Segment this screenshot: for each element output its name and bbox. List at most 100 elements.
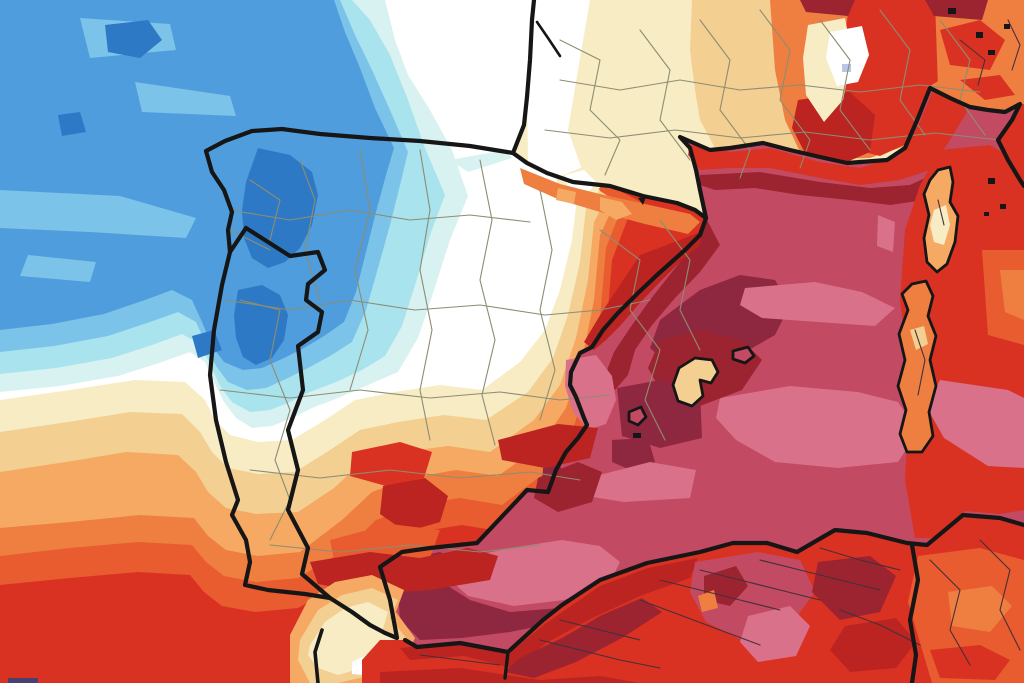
- province-line: [349, 149, 371, 391]
- africa-orange-dot: [698, 590, 718, 612]
- africa-maroon-blob-mid: [812, 556, 896, 620]
- province-line: [249, 179, 281, 241]
- morocco-algeria-border: [907, 542, 921, 683]
- liguria-red-blob-1: [940, 20, 1005, 70]
- islet-mark: [984, 212, 989, 216]
- province-line: [819, 19, 871, 151]
- iberia-coastline: [203, 126, 709, 641]
- corsica-cream-core: [930, 205, 950, 245]
- alps-mark-3: [988, 50, 995, 55]
- gironde-estuary: [535, 20, 562, 58]
- italy-thin-line: [1007, 19, 1021, 71]
- north-portugal-cold-core: [234, 285, 288, 365]
- sardinia-thin-line: [914, 329, 926, 396]
- france-northwest-white-spill: [527, 0, 590, 200]
- mediterranean-france-italy-coast: [677, 85, 1024, 221]
- province-line: [479, 159, 496, 446]
- southeast-dark-red-band: [498, 424, 598, 468]
- balearic-pink-patch-north: [740, 282, 895, 326]
- biscay-coastal-pale-strip: [450, 150, 512, 172]
- formentera-island-mark: [633, 433, 641, 438]
- massif-dark-red-blob: [792, 92, 875, 165]
- africa-border-line: [929, 559, 971, 666]
- alps-mark-1: [948, 8, 956, 14]
- field-band-mid-blue: [0, 0, 394, 370]
- moulouya-inlet: [503, 650, 510, 680]
- alps-mark-4: [1004, 24, 1010, 29]
- morocco-atlantic-coast: [313, 628, 324, 683]
- province-line: [539, 189, 556, 421]
- province-line: [659, 219, 701, 351]
- africa-dark-red-blob-mid: [830, 618, 916, 672]
- africa-border-line: [979, 539, 1021, 651]
- seville-dark-red-blob: [380, 478, 448, 532]
- province-line: [224, 299, 651, 316]
- africa-maroon-band: [505, 598, 662, 678]
- africa-border-line: [559, 619, 641, 641]
- mallorca-island: [673, 358, 718, 406]
- mallorca-coastline: [671, 356, 720, 408]
- sardinia-island: [898, 281, 936, 452]
- province-line: [639, 29, 691, 161]
- province-line: [229, 209, 531, 223]
- province-line: [879, 9, 926, 136]
- province-line: [599, 229, 666, 441]
- province-line: [699, 19, 751, 179]
- province-line: [939, 19, 986, 136]
- ocean-light-blue-patch-3: [0, 190, 196, 238]
- africa-layer: [362, 515, 1024, 683]
- province-borders-layer: [219, 9, 1001, 553]
- elba-islet-mark: [988, 178, 995, 184]
- province-line: [544, 129, 1001, 141]
- ebro-light-orange-pocket-1: [600, 197, 632, 220]
- ibiza-coastline: [627, 405, 648, 427]
- andorra-mark: [638, 197, 646, 205]
- italy-thin-line: [959, 39, 986, 86]
- algeria-red-blob: [930, 645, 1010, 680]
- alps-cool-pixel: [842, 64, 851, 72]
- small-marks-layer: [8, 8, 1010, 683]
- islands-layer: [629, 167, 958, 452]
- balearic-pink-patch-east: [926, 380, 1024, 468]
- province-line: [269, 544, 541, 553]
- valencia-nearshore-pink: [565, 355, 616, 430]
- france-atlantic-coast: [510, 0, 537, 156]
- africa-border-line: [819, 547, 901, 571]
- alps-mark-2: [976, 32, 983, 38]
- ocean-dark-blue-blob-1: [105, 20, 162, 58]
- liguria-red-blob-2: [960, 75, 1015, 100]
- africa-border-line: [419, 654, 501, 666]
- province-line: [249, 469, 581, 481]
- province-line: [299, 159, 321, 301]
- africa-italy-thin-borders-layer: [419, 19, 1021, 669]
- extremadura-red-patch: [350, 442, 432, 486]
- africa-border-line: [759, 559, 881, 591]
- province-line: [559, 79, 981, 93]
- morocco-bottom-dark-band: [380, 668, 640, 683]
- ocean-light-blue-patch-4: [20, 255, 96, 282]
- gulf-of-lion-maroon-band: [700, 172, 938, 205]
- africa-border-line: [639, 599, 761, 646]
- province-line: [229, 229, 271, 251]
- africa-border-line: [699, 569, 821, 601]
- africa-coastal-dark-band: [400, 558, 698, 668]
- ebro-light-orange-pocket-2: [556, 188, 576, 204]
- ocean-dark-blue-blob-2: [58, 112, 86, 136]
- france-top-maroon-blob-1: [800, 0, 855, 16]
- bottom-left-graphic-fragment: [8, 678, 38, 683]
- corsica-west-pink-blob: [877, 215, 895, 252]
- province-line: [219, 389, 611, 401]
- corsica-coastline: [922, 165, 960, 274]
- menorca-coastline: [731, 345, 756, 365]
- montecristo-islet-mark: [1000, 204, 1006, 209]
- algeria-orange-blob: [948, 586, 1012, 632]
- balearic-south-pink-band: [586, 462, 696, 502]
- corsica-thin-line: [937, 199, 945, 226]
- province-line: [419, 149, 433, 441]
- sardinia-tan-patch: [910, 326, 928, 350]
- province-line: [559, 39, 621, 176]
- sardinia-east-orange-sliver: [1000, 270, 1024, 320]
- africa-border-line: [839, 609, 921, 646]
- africa-border-line: [539, 639, 661, 669]
